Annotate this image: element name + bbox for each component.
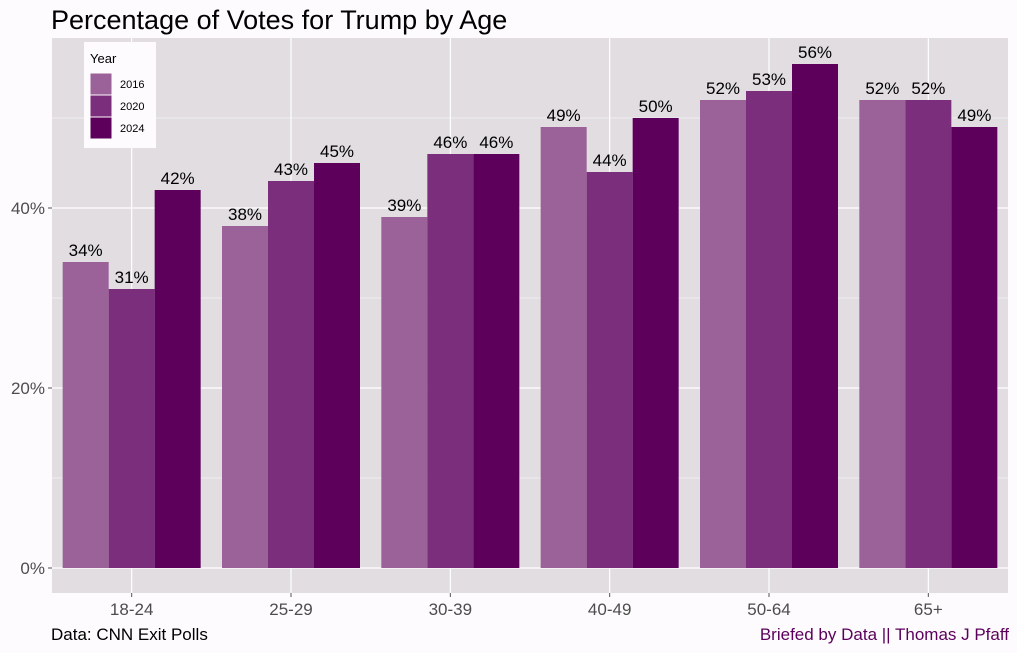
bar-value-label: 31% (115, 268, 149, 287)
y-tick-label: 0% (20, 559, 45, 578)
bar-value-label: 52% (911, 79, 945, 98)
bar-value-label: 49% (547, 106, 581, 125)
axes: 0% 20% 40% 18-24 25-29 30-39 40-49 50-64 65+ (11, 199, 943, 619)
bar-value-label: 39% (387, 196, 421, 215)
bar (381, 217, 428, 568)
bar (314, 163, 360, 568)
bar-value-label: 34% (69, 241, 103, 260)
legend-swatch (89, 116, 113, 140)
bar-value-label: 46% (479, 133, 513, 152)
bar-value-label: 46% (433, 133, 467, 152)
data-source-caption: Data: CNN Exit Polls (51, 625, 208, 644)
legend-swatch (89, 94, 113, 118)
bar (540, 127, 587, 568)
value-labels: 34% 31% 42% 38% 43% 45% 39% 46% 46% 49% 44% 50% 52% 5… (69, 43, 992, 287)
x-tick-label: 30-39 (429, 600, 472, 619)
bar-value-label: 43% (274, 160, 308, 179)
x-tick-label: 40-49 (588, 600, 631, 619)
bar (154, 190, 201, 568)
legend-swatch (89, 72, 113, 96)
legend: Year 2016 2020 2024 (84, 42, 156, 148)
bar (427, 154, 474, 568)
bar-value-label: 44% (593, 151, 627, 170)
bar-value-label: 52% (706, 79, 740, 98)
author-caption: Briefed by Data || Thomas J Pfaff (759, 625, 1009, 644)
x-tick-label: 25-29 (269, 600, 312, 619)
bar (586, 172, 633, 568)
bar (951, 127, 998, 568)
x-tick-label: 50-64 (747, 600, 790, 619)
bar-value-label: 53% (752, 70, 786, 89)
bar-value-label: 49% (957, 106, 991, 125)
bar (222, 226, 268, 568)
bar-value-label: 38% (228, 205, 262, 224)
y-tick-label: 20% (11, 379, 45, 398)
bar-value-label: 50% (639, 97, 673, 116)
bar (792, 64, 838, 568)
bar (700, 100, 746, 568)
legend-title: Year (90, 51, 117, 66)
plot-panel (52, 38, 1008, 593)
bar (632, 118, 679, 568)
bar (905, 100, 952, 568)
bar (62, 262, 109, 568)
bars (62, 64, 998, 568)
x-tick-label: 18-24 (110, 600, 153, 619)
legend-label: 2024 (120, 123, 144, 135)
bar (108, 289, 155, 568)
legend-label: 2016 (120, 79, 144, 91)
legend-label: 2020 (120, 101, 144, 113)
bar (746, 91, 792, 568)
bar-value-label: 45% (320, 142, 354, 161)
x-tick-label: 65+ (914, 600, 943, 619)
bar-value-label: 52% (865, 79, 899, 98)
bar (268, 181, 314, 568)
chart-title: Percentage of Votes for Trump by Age (51, 5, 508, 35)
bar (473, 154, 520, 568)
bar-value-label: 42% (161, 169, 195, 188)
bar (859, 100, 906, 568)
y-tick-label: 40% (11, 199, 45, 218)
bar-value-label: 56% (798, 43, 832, 62)
